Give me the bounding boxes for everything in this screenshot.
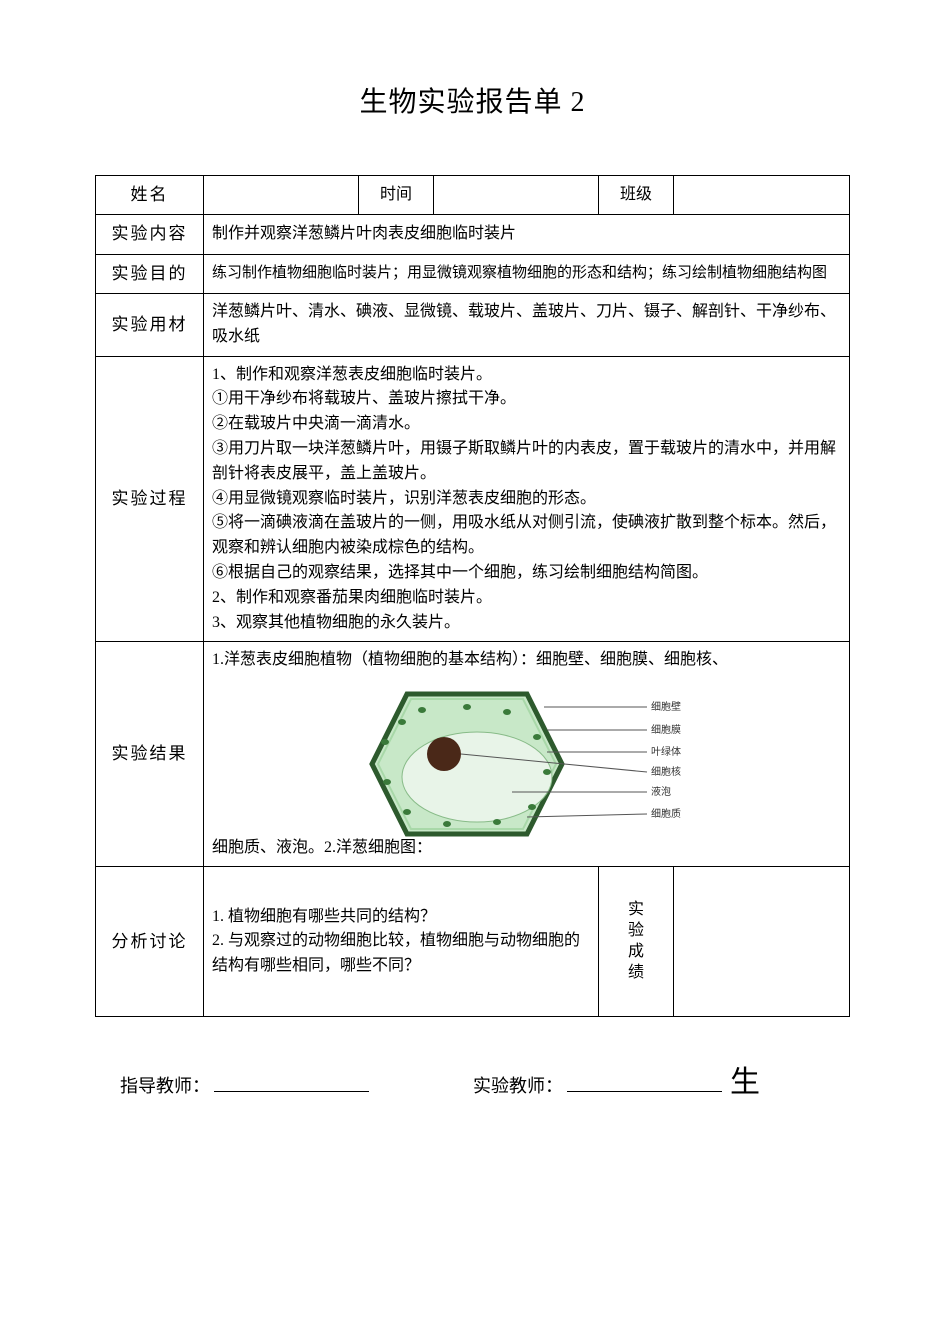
result-label: 实验结果 [96,642,204,867]
info-row: 姓名 时间 班级 [96,176,850,215]
score-value[interactable] [674,867,850,1017]
purpose-value: 练习制作植物细胞临时装片；用显微镜观察植物细胞的形态和结构；练习绘制植物细胞结构… [204,254,850,293]
score-label: 实验成绩 [599,867,674,1017]
process-line: ①用干净纱布将载玻片、盖玻片擦拭干净。 [212,387,841,412]
label-wall: 细胞壁 [651,700,681,713]
process-line: ④用显微镜观察临时装片，识别洋葱表皮细胞的形态。 [212,487,841,512]
cell-diagram: 细胞壁 细胞膜 叶绿体 细胞核 液泡 细胞质 [212,679,841,849]
process-row: 实验过程 1、制作和观察洋葱表皮细胞临时装片。 ①用干净纱布将载玻片、盖玻片擦拭… [96,356,850,642]
result-text-bottom: 细胞质、液泡。2.洋葱细胞图： [212,836,432,861]
discuss-line: 1. 植物细胞有哪些共同的结构？ [212,905,590,930]
materials-row: 实验用材 洋葱鳞片叶、清水、碘液、显微镜、载玻片、盖玻片、刀片、镊子、解剖针、干… [96,294,850,357]
name-value[interactable] [204,176,359,215]
label-cytoplasm: 细胞质 [651,807,681,820]
class-value[interactable] [674,176,850,215]
report-table: 姓名 时间 班级 实验内容 制作并观察洋葱鳞片叶肉表皮细胞临时装片 实验目的 练… [95,175,850,1017]
purpose-label: 实验目的 [96,254,204,293]
purpose-row: 实验目的 练习制作植物细胞临时装片；用显微镜观察植物细胞的形态和结构；练习绘制植… [96,254,850,293]
page-title: 生物实验报告单 2 [95,80,850,120]
materials-label: 实验用材 [96,294,204,357]
supervise-teacher-label: 指导教师： [120,1072,210,1098]
process-line: ⑤将一滴碘液滴在盖玻片的一侧，用吸水纸从对侧引流，使碘液扩散到整个标本。然后，观… [212,511,841,561]
process-line: 2、制作和观察番茄果肉细胞临时装片。 [212,586,841,611]
result-text-top: 1.洋葱表皮细胞植物（植物细胞的基本结构）：细胞壁、细胞膜、细胞核、 [212,648,841,673]
time-label: 时间 [359,176,434,215]
label-vacuole: 液泡 [651,785,671,798]
label-nucleus: 细胞核 [651,765,681,778]
content-label: 实验内容 [96,215,204,254]
process-label: 实验过程 [96,356,204,642]
process-line: ②在载玻片中央滴一滴清水。 [212,412,841,437]
materials-value: 洋葱鳞片叶、清水、碘液、显微镜、载玻片、盖玻片、刀片、镊子、解剖针、干净纱布、吸… [204,294,850,357]
process-content: 1、制作和观察洋葱表皮细胞临时装片。 ①用干净纱布将载玻片、盖玻片擦拭干净。 ②… [204,356,850,642]
exp-teacher-blank[interactable] [567,1091,722,1092]
time-value[interactable] [434,176,599,215]
name-label: 姓名 [96,176,204,215]
diagram-label-texts: 细胞壁 细胞膜 叶绿体 细胞核 液泡 细胞质 [651,700,681,820]
result-content: 1.洋葱表皮细胞植物（植物细胞的基本结构）：细胞壁、细胞膜、细胞核、 [204,642,850,867]
discuss-row: 分析讨论 1. 植物细胞有哪些共同的结构？ 2. 与观察过的动物细胞比较，植物细… [96,867,850,1017]
exp-teacher-label: 实验教师： [473,1072,563,1098]
process-line: ⑥根据自己的观察结果，选择其中一个细胞，练习绘制细胞结构简图。 [212,561,841,586]
process-line: ③用刀片取一块洋葱鳞片叶，用镊子斯取鳞片叶的内表皮，置于载玻片的清水中，并用解剖… [212,437,841,487]
class-label: 班级 [599,176,674,215]
label-chloroplast: 叶绿体 [651,745,681,758]
content-value: 制作并观察洋葱鳞片叶肉表皮细胞临时装片 [204,215,850,254]
process-line: 3、观察其他植物细胞的永久装片。 [212,611,841,636]
discuss-line: 2. 与观察过的动物细胞比较，植物细胞与动物细胞的结构有哪些相同，哪些不同？ [212,929,590,979]
process-line: 1、制作和观察洋葱表皮细胞临时装片。 [212,363,841,388]
plant-cell-svg: 细胞壁 细胞膜 叶绿体 细胞核 液泡 细胞质 [347,682,707,847]
result-row: 实验结果 1.洋葱表皮细胞植物（植物细胞的基本结构）：细胞壁、细胞膜、细胞核、 [96,642,850,867]
discuss-content: 1. 植物细胞有哪些共同的结构？ 2. 与观察过的动物细胞比较，植物细胞与动物细… [204,867,599,1017]
supervise-teacher-blank[interactable] [214,1091,369,1092]
discuss-label: 分析讨论 [96,867,204,1017]
score-label-text: 实验成绩 [607,900,665,983]
content-row: 实验内容 制作并观察洋葱鳞片叶肉表皮细胞临时装片 [96,215,850,254]
trailing-char: 生 [730,1057,760,1101]
nucleus-shape [427,737,461,771]
footer: 指导教师： 实验教师： 生 [95,1057,850,1101]
label-membrane: 细胞膜 [651,723,681,736]
